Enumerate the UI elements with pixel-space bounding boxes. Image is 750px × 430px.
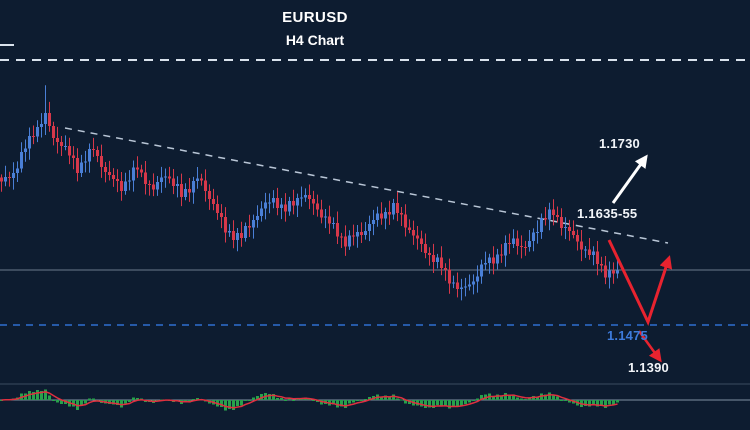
pullback-v-red-arrow: [607, 239, 673, 327]
price-label-upside-target: 1.1730: [599, 136, 640, 151]
oscillator-indicator-layer: [0, 389, 619, 411]
breakdown-red-arrow: [637, 330, 662, 363]
candles-layer: [0, 85, 619, 301]
price-label-downside-target: 1.1390: [628, 360, 669, 375]
timeframe-title: H4 Chart: [285, 31, 345, 48]
breakout-up-arrow: [611, 154, 648, 204]
symbol-title: EURUSD: [282, 9, 348, 26]
annotation-arrows-layer: [607, 154, 673, 363]
price-label-support: 1.1475: [607, 328, 648, 343]
price-label-supply-zone: 1.1635-55: [577, 206, 638, 221]
chart-title: EURUSD H4 Chart: [230, 7, 400, 51]
